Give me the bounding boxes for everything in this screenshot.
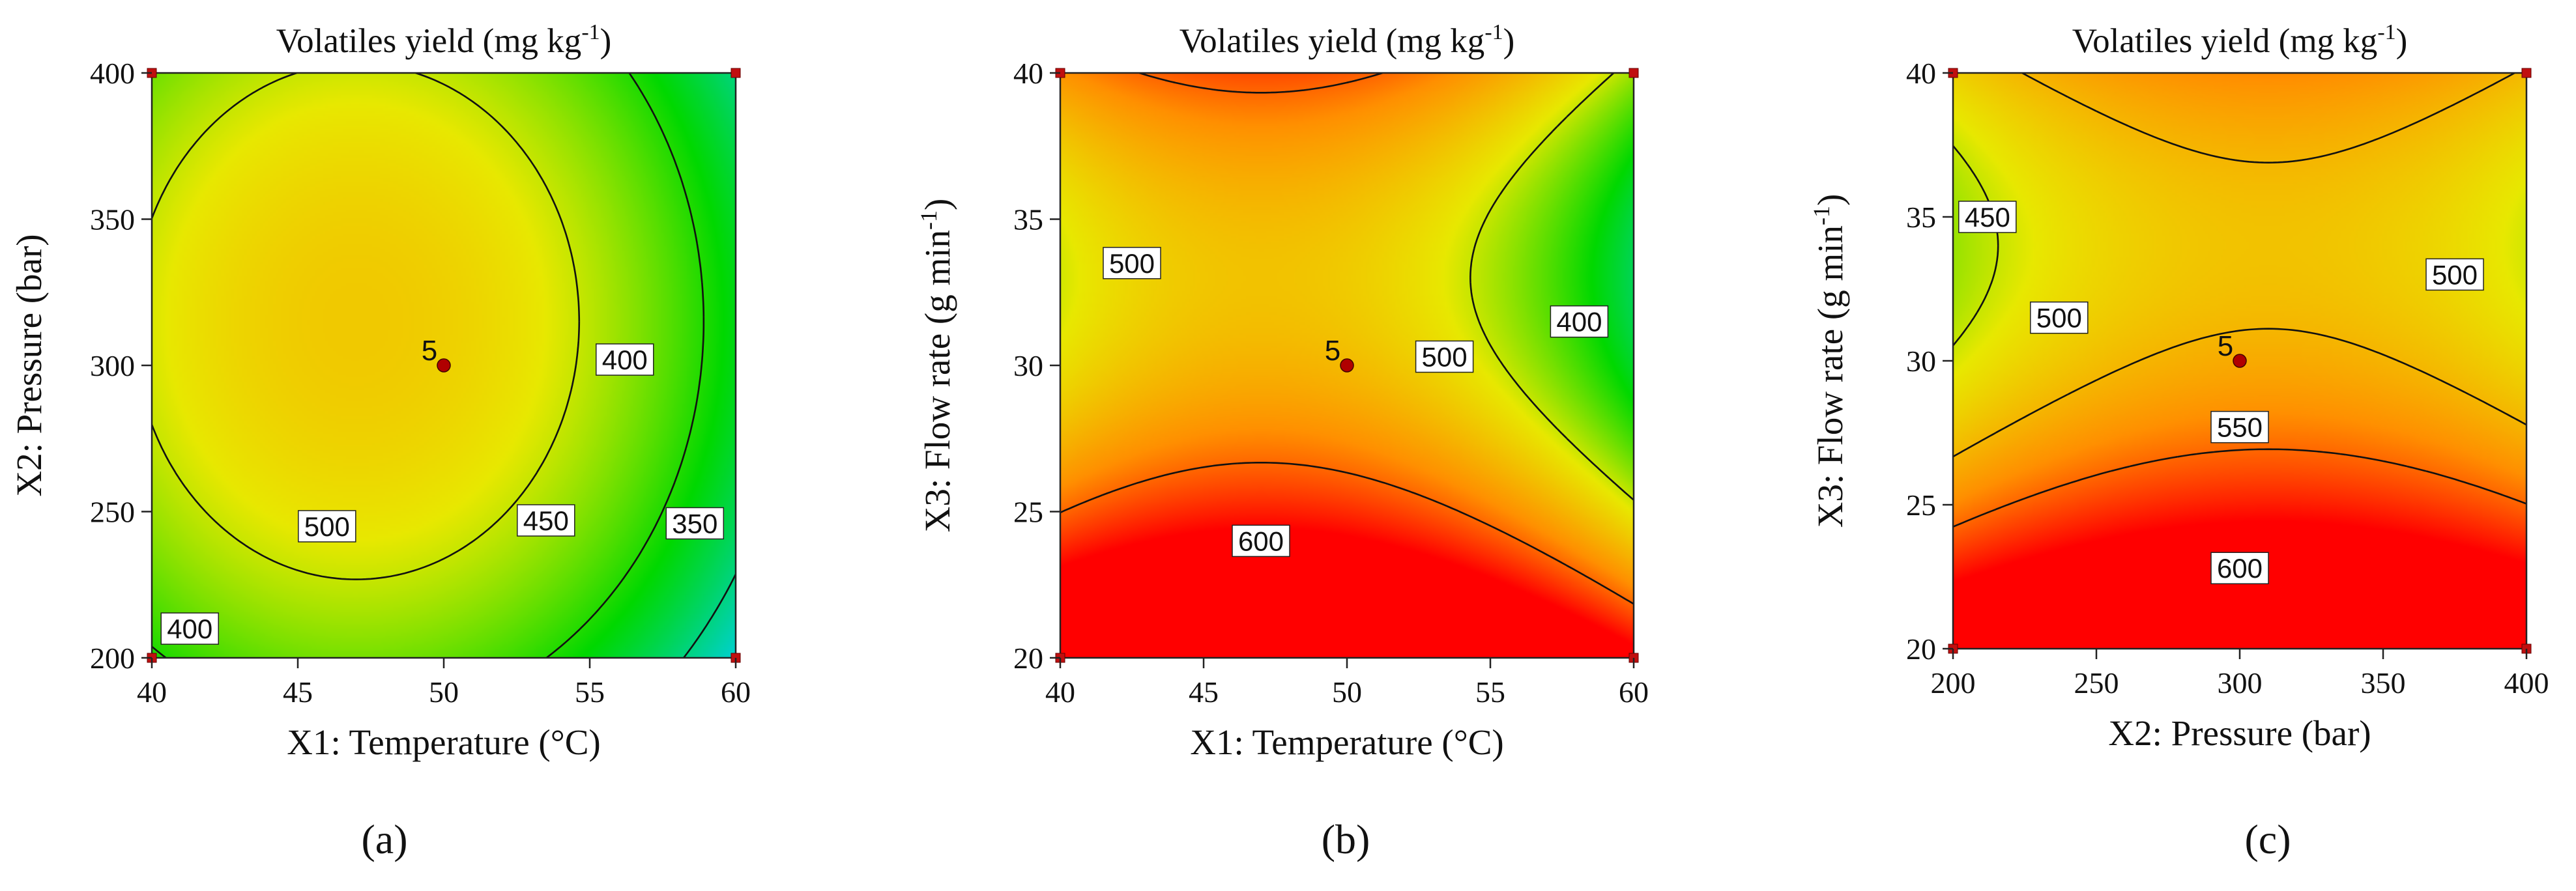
- contour-line-600: [1953, 448, 2526, 528]
- x-axis-label: X2: Pressure (bar): [2108, 713, 2371, 753]
- panel-label-c: (c): [2244, 816, 2291, 862]
- x-axis-label: X1: Temperature (°C): [287, 722, 600, 762]
- contour-label-box: [665, 507, 725, 540]
- x-tick-label: 40: [137, 675, 167, 709]
- y-tick-label: 25: [1906, 488, 1936, 522]
- contour-label-box: [596, 343, 654, 376]
- contour-label-box: [1232, 524, 1290, 558]
- contour-line-550: [1953, 73, 2526, 458]
- y-tick-label: 40: [1906, 57, 1936, 90]
- contour-label: 400: [602, 345, 648, 375]
- design-point: [731, 68, 741, 78]
- y-tick-label: 35: [1906, 201, 1936, 234]
- x-tick-label: 60: [1619, 675, 1649, 709]
- contour-label-box: [1103, 247, 1161, 279]
- x-tick-label: 50: [429, 675, 459, 709]
- x-tick-label: 55: [1475, 675, 1505, 709]
- contour-lines: [1953, 73, 2526, 528]
- y-tick-label: 350: [90, 203, 135, 236]
- center-point-label: 5: [422, 335, 437, 367]
- contour-label: 500: [2036, 303, 2082, 333]
- contour-label: 550: [2217, 412, 2263, 443]
- contour-label-box: [2030, 301, 2089, 334]
- contour-line-400: [683, 574, 736, 658]
- contour-label: 500: [304, 511, 350, 542]
- x-tick-label: 45: [283, 675, 313, 709]
- contour-label: 600: [1238, 526, 1284, 556]
- x-tick-label: 50: [1332, 675, 1362, 709]
- contour-label-box: [160, 612, 219, 645]
- y-tick-label: 30: [1906, 345, 1936, 378]
- y-axis-label: X3: Flow rate (g min-1): [916, 199, 957, 533]
- contour-label: 500: [1109, 248, 1155, 279]
- contour-label: 350: [672, 508, 717, 539]
- contour-line-500: [1469, 73, 1634, 501]
- contour-label: 450: [523, 505, 569, 536]
- contour-label: 400: [1556, 307, 1602, 337]
- design-point: [2521, 68, 2532, 78]
- center-point: [1340, 358, 1354, 373]
- contour-label-box: [2210, 410, 2269, 444]
- center-point-label: 5: [2218, 330, 2233, 362]
- x-tick-label: 40: [1045, 675, 1075, 709]
- y-tick-label: 250: [90, 496, 135, 529]
- contour-panel-c: 600 550 500 500 450 5 200 250 300 350 400 20 25 30 35 4…: [1808, 20, 2549, 753]
- center-point-label: 5: [1325, 335, 1340, 367]
- y-tick-label: 400: [90, 57, 135, 90]
- contour-label-box: [2210, 552, 2269, 584]
- contour-label-box: [1958, 201, 2017, 233]
- x-tick-label: 250: [2074, 666, 2119, 700]
- contour-line-500: [152, 73, 581, 580]
- contour-label: 450: [1965, 202, 2010, 233]
- design-point: [1628, 68, 1639, 78]
- contour-label: 400: [167, 614, 212, 644]
- chart-title: Volatiles yield (mg kg-1): [1179, 20, 1515, 60]
- panel-label-a: (a): [361, 816, 407, 862]
- contour-label-box: [1550, 305, 1609, 338]
- contour-label-box: [298, 510, 356, 543]
- y-axis-label: X2: Pressure (bar): [9, 234, 49, 496]
- x-tick-label: 200: [1931, 666, 1976, 700]
- x-tick-label: 45: [1189, 675, 1219, 709]
- contour-label: 600: [2217, 553, 2263, 584]
- x-axis-label: X1: Temperature (°C): [1190, 722, 1503, 762]
- contour-label: 500: [1422, 342, 1468, 373]
- y-axis-label: X3: Flow rate (g min-1): [1808, 194, 1850, 528]
- x-tick-label: 55: [575, 675, 605, 709]
- center-point: [437, 358, 451, 373]
- y-tick-label: 40: [1013, 57, 1043, 90]
- y-tick-label: 300: [90, 349, 135, 382]
- y-tick-label: 35: [1013, 203, 1043, 236]
- x-tick-label: 60: [721, 675, 751, 709]
- contour-line-450: [152, 73, 705, 658]
- contour-label-box: [517, 504, 575, 537]
- y-tick-label: 30: [1013, 349, 1043, 382]
- x-tick-label: 400: [2504, 666, 2549, 700]
- chart-title: Volatiles yield (mg kg-1): [2072, 20, 2408, 60]
- chart-title: Volatiles yield (mg kg-1): [276, 20, 612, 60]
- y-tick-label: 20: [1906, 632, 1936, 666]
- center-point: [2233, 354, 2247, 368]
- contour-panel-b: 600 500 500 400 5 40 45 50 55 60 20 25 30 35 40 Volatil…: [916, 20, 1649, 762]
- contour-panel-a: 500 450 400 400 350 5 40 45 50 55 60 200 250 300 350 40…: [9, 20, 751, 762]
- y-tick-label: 20: [1013, 642, 1043, 675]
- contour-lines: [152, 73, 736, 658]
- x-tick-label: 300: [2218, 666, 2263, 700]
- contour-label-box: [2425, 258, 2484, 291]
- y-tick-label: 200: [90, 642, 135, 675]
- contour-label-box: [1415, 340, 1474, 373]
- y-tick-label: 25: [1013, 496, 1043, 529]
- x-tick-label: 350: [2361, 666, 2406, 700]
- contour-label: 500: [2432, 259, 2478, 290]
- panel-label-b: (b): [1322, 816, 1370, 862]
